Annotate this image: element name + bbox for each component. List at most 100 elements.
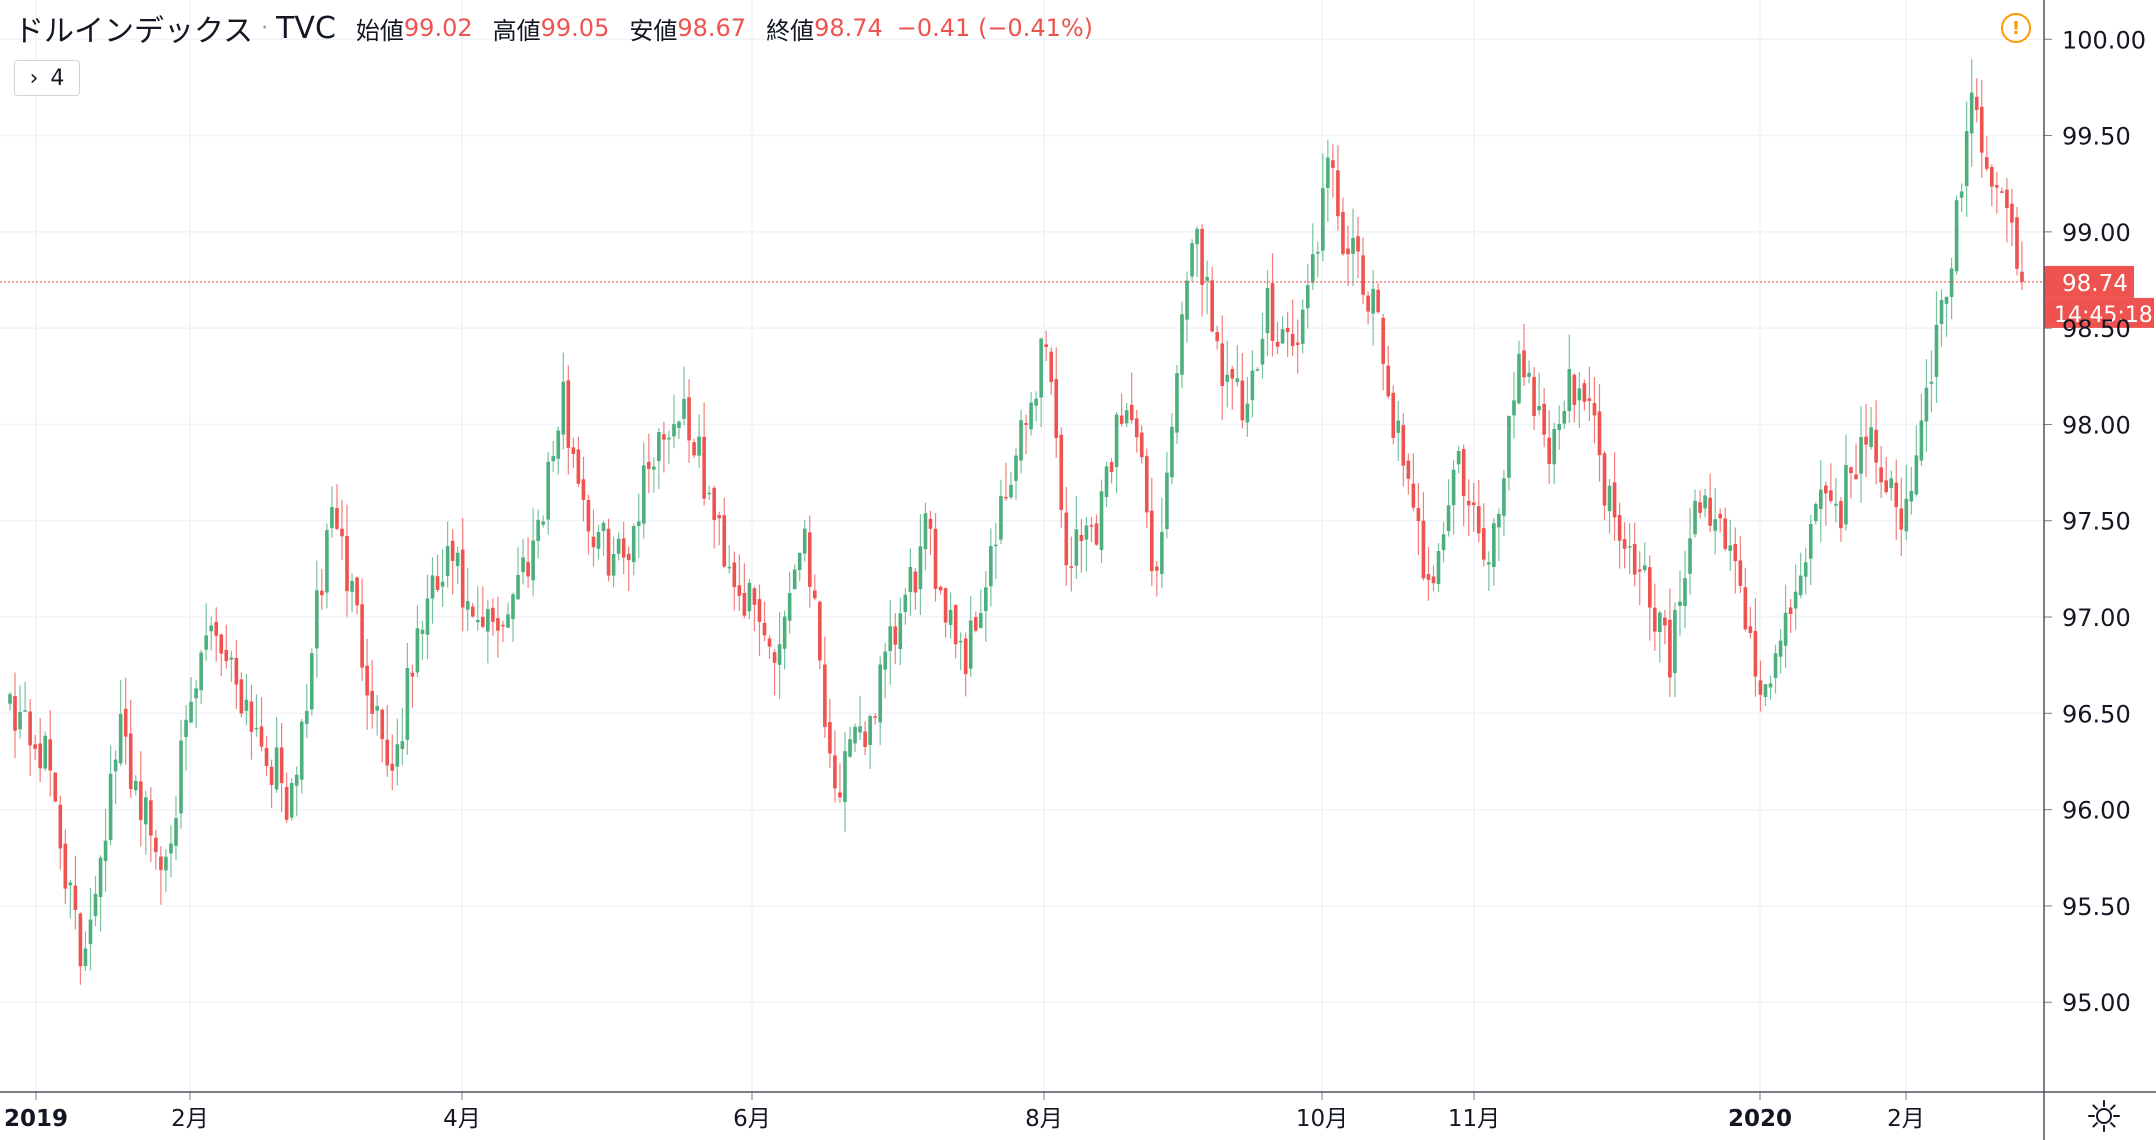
candle-body (1617, 514, 1622, 541)
candle-body (1180, 314, 1184, 375)
candle-body (797, 552, 802, 571)
countdown-tag (2044, 297, 2154, 328)
candle-body (1275, 341, 1280, 347)
candle-body (239, 679, 244, 714)
candles (8, 59, 2024, 985)
candle-body (1029, 402, 1033, 430)
candle-body (712, 487, 717, 520)
candle-body (360, 604, 364, 668)
candle-body (1713, 519, 1717, 531)
candle-body (727, 566, 732, 569)
candle-body (470, 606, 475, 617)
candle-body (1874, 429, 1878, 463)
candle-body (410, 672, 415, 677)
candle-body (174, 818, 178, 846)
grid-lines (0, 0, 2044, 1092)
candle-body (1949, 268, 1954, 297)
candle-body (1441, 534, 1446, 551)
candle-body (1295, 342, 1300, 346)
candle-body (646, 461, 651, 469)
candle-body (1044, 344, 1048, 347)
candle-body (1305, 285, 1310, 309)
candle-body (1034, 398, 1038, 406)
candle-body (1954, 200, 1959, 272)
candle-body (601, 522, 606, 532)
candle-body (1165, 472, 1169, 530)
candle-body (908, 566, 913, 593)
candle-body (511, 594, 515, 620)
candle-body (1265, 288, 1270, 334)
candle-body (1668, 619, 1672, 678)
candle-body (989, 546, 993, 587)
x-tick-label: 8月 (1025, 1106, 1063, 1132)
candle-body (596, 531, 601, 549)
candle-body (958, 640, 963, 643)
candle-body (1476, 506, 1481, 534)
candle-body (53, 772, 58, 802)
candle-body (978, 613, 983, 629)
candle-body (1109, 462, 1114, 473)
candle-body (541, 521, 545, 525)
symbol-source: TVC (276, 10, 336, 46)
candle-body (98, 857, 103, 898)
candle-body (385, 739, 390, 766)
candle-body (1698, 502, 1702, 513)
candle-body (606, 528, 611, 576)
candle-body (1361, 255, 1365, 295)
candle-body (1693, 500, 1697, 535)
candle-body (1813, 503, 1818, 521)
candle-body (1964, 131, 1969, 187)
candle-body (752, 588, 757, 605)
candle-body (1235, 378, 1240, 383)
candle-body (1069, 566, 1074, 568)
indicators-toggle-button[interactable]: › 4 (14, 60, 80, 96)
candle-body (1743, 587, 1748, 630)
candle-body (1793, 591, 1798, 609)
high-label: 高値 (492, 16, 541, 45)
overlays: 98.74 14:45:18 (0, 265, 2154, 328)
candle-body (1748, 626, 1753, 634)
x-tick-label: 10月 (1296, 1106, 1348, 1132)
candle-body (68, 882, 73, 886)
candle-body (1487, 562, 1491, 565)
candle-body (1602, 453, 1607, 506)
candle-body (717, 515, 722, 519)
candle-body (1099, 491, 1104, 551)
candle-body (1904, 498, 1909, 532)
indicator-count: 4 (50, 65, 65, 91)
candle-body (621, 538, 626, 558)
candle-body (1300, 309, 1305, 344)
candle-body (1768, 683, 1773, 688)
settings-gear-icon[interactable] (2086, 1098, 2122, 1134)
candle-body (1592, 403, 1597, 416)
candle-body (1240, 380, 1245, 421)
candle-body (340, 528, 344, 537)
candle-body (571, 447, 576, 454)
candle-body (984, 587, 988, 611)
candle-body (918, 546, 923, 590)
candle-body (440, 581, 445, 587)
candle-body (1658, 612, 1662, 633)
candle-body (667, 437, 671, 440)
candle-body (1149, 510, 1154, 572)
candle-body (320, 590, 324, 596)
candle-body (1788, 607, 1793, 615)
candle-body (1351, 237, 1355, 254)
candle-body (1114, 414, 1119, 468)
candle-body (108, 773, 113, 840)
candle-body (133, 781, 138, 791)
candle-body (1436, 551, 1441, 585)
candle-body (199, 652, 203, 691)
candle-body (1974, 96, 1979, 110)
close-value: 98.74 (814, 14, 883, 42)
candle-body (194, 688, 198, 699)
countdown-label: 14:45:18 (2054, 303, 2153, 328)
candle-body (1416, 508, 1421, 522)
warning-icon[interactable]: ! (2001, 13, 2031, 43)
candle-body (1517, 353, 1521, 404)
candle-body (2005, 189, 2009, 209)
last-price-tag (2044, 265, 2134, 298)
symbol-name[interactable]: ドルインデックス (14, 14, 254, 49)
